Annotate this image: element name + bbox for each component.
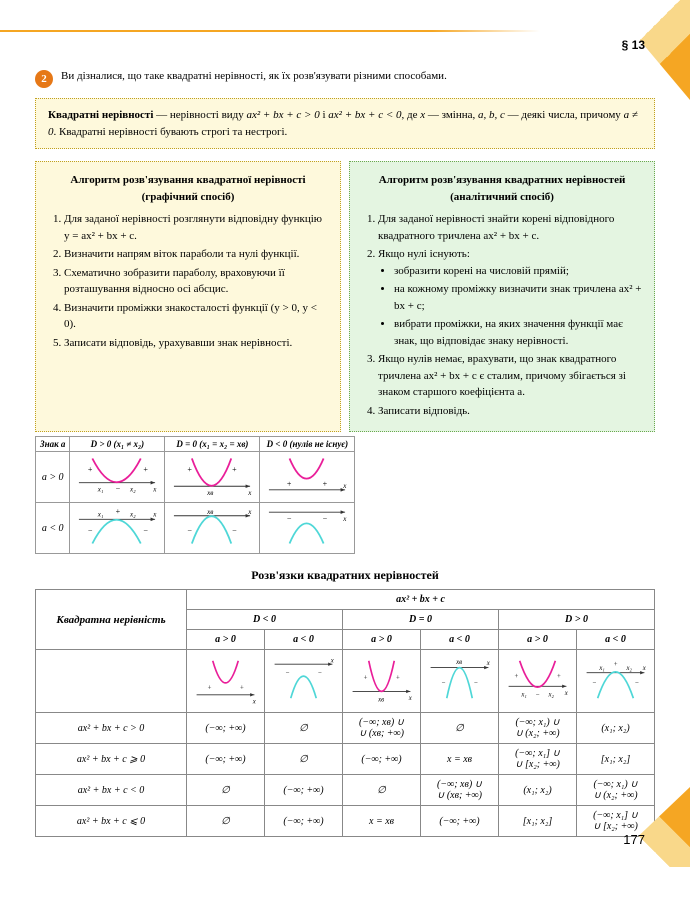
svg-text:+: + bbox=[364, 675, 368, 682]
svg-text:−: − bbox=[286, 669, 290, 676]
ineq-row-3: ax² + bx + c ⩽ 0 ∅ (−∞; +∞) x = xв (−∞; … bbox=[36, 806, 655, 837]
def-bold: Квадратні нерівності bbox=[48, 109, 153, 121]
svg-text:x₁: x₁ bbox=[97, 486, 104, 494]
svg-text:+: + bbox=[323, 479, 328, 488]
intro-row: 2 Ви дізналися, що таке квадратні нерівн… bbox=[35, 70, 655, 88]
svg-text:−: − bbox=[593, 680, 597, 687]
svg-text:x₁: x₁ bbox=[520, 692, 526, 699]
parabola-a-neg-d-pos: −+−x₁x₂x bbox=[70, 503, 165, 554]
svg-text:−: − bbox=[323, 514, 328, 523]
section-label: § 13 bbox=[622, 38, 645, 52]
svg-text:x₁: x₁ bbox=[97, 511, 104, 519]
intro-text: Ви дізналися, що таке квадратні нерівнос… bbox=[61, 70, 447, 82]
svg-text:x: x bbox=[408, 695, 412, 702]
svg-text:+: + bbox=[515, 673, 519, 680]
svg-text:−: − bbox=[233, 527, 238, 536]
svg-text:x₁: x₁ bbox=[598, 665, 604, 672]
svg-text:xв: xв bbox=[455, 659, 462, 666]
svg-text:x: x bbox=[248, 508, 253, 516]
algo-right-title: Алгоритм розв'язування квадратних нерівн… bbox=[362, 172, 642, 205]
svg-text:x: x bbox=[153, 511, 158, 519]
svg-text:x: x bbox=[642, 665, 646, 672]
svg-text:+: + bbox=[614, 661, 618, 668]
svg-text:x₂: x₂ bbox=[129, 486, 136, 494]
svg-text:+: + bbox=[88, 465, 93, 474]
svg-text:+: + bbox=[287, 479, 292, 488]
svg-text:−: − bbox=[318, 669, 322, 676]
algo-left-box: Алгоритм розв'язування квадратної нерівн… bbox=[35, 161, 341, 432]
svg-text:−: − bbox=[144, 527, 149, 536]
svg-text:+: + bbox=[116, 507, 121, 516]
algo-right-box: Алгоритм розв'язування квадратних нерівн… bbox=[349, 161, 655, 432]
svg-text:+: + bbox=[208, 685, 212, 692]
algo-left-list: Для заданої нерівності розглянути відпов… bbox=[48, 211, 328, 351]
solutions-title: Розв'язки квадратних нерівностей bbox=[35, 568, 655, 583]
svg-text:−: − bbox=[442, 680, 446, 687]
svg-text:x: x bbox=[343, 482, 348, 490]
algo-left-title: Алгоритм розв'язування квадратної нерівн… bbox=[48, 172, 328, 205]
graph-row: + + x − − x + + xв x − − xв x + − + x₁ x₂ x − + − x₁ x₂ x bbox=[36, 650, 655, 713]
algorithm-columns: Алгоритм розв'язування квадратної нерівн… bbox=[35, 161, 655, 432]
page-number: 177 bbox=[623, 832, 645, 847]
svg-text:x₂: x₂ bbox=[548, 692, 555, 699]
svg-text:xв: xв bbox=[377, 697, 384, 704]
svg-text:−: − bbox=[474, 680, 478, 687]
svg-text:x: x bbox=[564, 690, 568, 697]
parabola-a-pos-d-zero: + + xв x bbox=[165, 452, 260, 503]
ineq-row-0: ax² + bx + c > 0 (−∞; +∞) ∅ (−∞; xв) ∪ ∪… bbox=[36, 713, 655, 744]
svg-text:+: + bbox=[396, 675, 400, 682]
signs-table: Знак a D > 0 (x₁ ≠ x₂) D = 0 (x₁ = x₂ = … bbox=[35, 436, 355, 554]
parabola-a-neg-d-zero: − − xв x bbox=[165, 503, 260, 554]
ineq-row-2: ax² + bx + c < 0 ∅ (−∞; +∞) ∅ (−∞; xв) ∪… bbox=[36, 775, 655, 806]
svg-text:x₂: x₂ bbox=[626, 665, 633, 672]
svg-text:+: + bbox=[144, 465, 149, 474]
svg-text:x: x bbox=[343, 515, 348, 523]
header-band bbox=[0, 30, 540, 32]
signs-wrapper: Знак a D > 0 (x₁ ≠ x₂) D = 0 (x₁ = x₂ = … bbox=[35, 436, 655, 554]
svg-text:x: x bbox=[330, 658, 334, 665]
solutions-table: Квадратна нерівність ax² + bx + c D < 0 … bbox=[35, 589, 655, 837]
svg-text:−: − bbox=[188, 527, 193, 536]
parabola-a-neg-d-neg: −−x bbox=[260, 503, 355, 554]
svg-text:+: + bbox=[557, 673, 561, 680]
ineq-row-1: ax² + bx + c ⩾ 0 (−∞; +∞) ∅ (−∞; +∞) x =… bbox=[36, 744, 655, 775]
parabola-a-pos-d-neg: + + x bbox=[260, 452, 355, 503]
svg-text:+: + bbox=[233, 465, 238, 474]
svg-text:−: − bbox=[635, 680, 639, 687]
svg-text:+: + bbox=[240, 685, 244, 692]
svg-text:−: − bbox=[287, 514, 292, 523]
svg-text:x: x bbox=[486, 660, 490, 667]
svg-text:+: + bbox=[188, 465, 193, 474]
svg-text:xв: xв bbox=[206, 508, 213, 516]
svg-text:x: x bbox=[252, 698, 256, 705]
svg-text:−: − bbox=[88, 527, 93, 536]
svg-text:−: − bbox=[536, 692, 540, 699]
definition-box: Квадратні нерівності — нерівності виду a… bbox=[35, 98, 655, 149]
parabola-a-pos-d-pos: + − + x₁ x₂ x bbox=[70, 452, 165, 503]
svg-text:x: x bbox=[248, 489, 253, 497]
svg-text:xв: xв bbox=[206, 489, 213, 497]
svg-text:x: x bbox=[153, 486, 158, 494]
svg-text:x₂: x₂ bbox=[129, 511, 136, 519]
svg-text:−: − bbox=[116, 485, 121, 494]
algo-right-list: Для заданої нерівності знайти корені від… bbox=[362, 211, 642, 419]
exercise-badge: 2 bbox=[35, 70, 53, 88]
